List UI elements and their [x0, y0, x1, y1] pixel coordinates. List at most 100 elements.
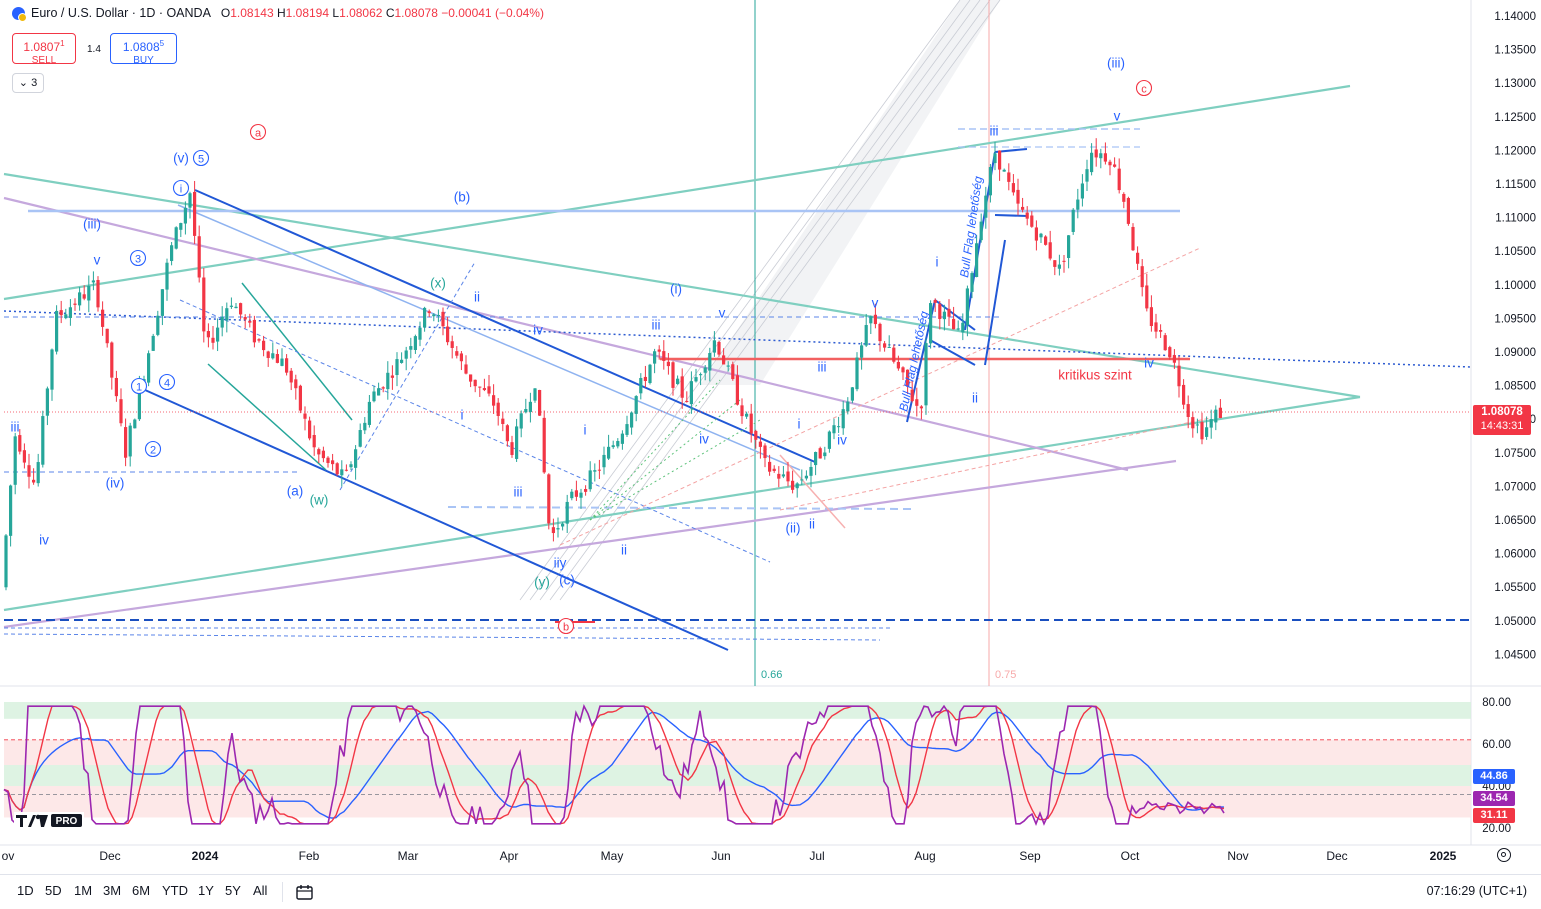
candle-body: [13, 436, 17, 485]
wave-label-circle: [130, 377, 148, 395]
indicators-collapse-button[interactable]: ⌄ 3: [12, 73, 44, 93]
candle-body: [87, 285, 91, 301]
wave-label: (iii): [83, 217, 101, 232]
candle-body: [377, 388, 381, 396]
candle-body: [1145, 285, 1149, 309]
range-ytd-button[interactable]: YTD: [162, 883, 188, 898]
candle-body: [36, 462, 40, 484]
candle-body: [211, 337, 215, 343]
candle-body: [418, 327, 422, 340]
candle-body: [381, 387, 385, 389]
fib-time-label-075: 0.75: [995, 669, 1016, 681]
buy-price: 1.0808: [122, 40, 160, 54]
candle-body: [1131, 226, 1135, 251]
candle-body: [556, 528, 560, 530]
candle-body: [349, 464, 353, 468]
time-tick-label: ov: [2, 849, 15, 863]
candle-body: [188, 193, 192, 208]
candle-body: [1168, 347, 1172, 358]
range-1y-button[interactable]: 1Y: [198, 883, 214, 898]
candle-body: [455, 351, 459, 356]
candle-body: [404, 350, 408, 359]
sell-button[interactable]: 1.08071 SELL: [12, 33, 76, 66]
candle-body: [722, 355, 726, 365]
wave-label: 3: [135, 254, 141, 266]
oversold-band: [4, 786, 1471, 818]
time-tick-label: May: [601, 849, 624, 863]
candle-body: [671, 362, 675, 388]
candle-body: [225, 308, 229, 321]
wave-label: 1: [136, 382, 142, 394]
candle-body: [961, 322, 965, 333]
candle-body: [1002, 169, 1006, 172]
wave-label-circle: [1135, 79, 1153, 97]
candle-body: [883, 343, 887, 348]
candle-body: [1191, 417, 1195, 429]
calendar-goto-icon[interactable]: [296, 884, 314, 900]
time-tick-label: Oct: [1121, 849, 1140, 863]
candle-body: [423, 307, 427, 328]
wave-label: i: [798, 417, 801, 432]
candle-body: [772, 468, 776, 471]
blue-channel-lower: [144, 389, 729, 651]
range-1d-button[interactable]: 1D: [17, 883, 34, 898]
range-3m-button[interactable]: 3M: [103, 883, 122, 898]
wave-label: v: [94, 253, 101, 268]
range-5d-button[interactable]: 5D: [45, 883, 62, 898]
candle-body: [1044, 236, 1048, 245]
candle-body: [827, 431, 831, 449]
candle-body: [561, 523, 565, 527]
spread-value: 1.4: [87, 44, 101, 55]
candle-body: [570, 491, 574, 499]
candle-body: [837, 426, 841, 428]
candle-body: [735, 375, 739, 405]
candle-body: [685, 400, 689, 402]
candle-body: [800, 479, 804, 481]
candle-body: [574, 490, 578, 497]
bull-flag-2a: [984, 239, 1006, 366]
wave-label-circle: [158, 373, 176, 391]
candle-body: [1057, 264, 1061, 269]
candle-body: [326, 457, 330, 463]
candle-body: [1071, 209, 1075, 232]
candle-body: [1062, 260, 1066, 262]
candle-body: [248, 321, 252, 323]
rsi-line: [3, 704, 1225, 826]
candle-body: [1099, 153, 1103, 159]
gear-icon[interactable]: [1497, 848, 1511, 862]
candle-body: [680, 376, 684, 398]
candle-body: [1218, 407, 1222, 418]
candle-body: [519, 413, 523, 429]
symbol-title[interactable]: Euro / U.S. Dollar · 1D · OANDA: [31, 6, 211, 20]
change-value: −0.00041 (−0.04%): [441, 6, 544, 20]
candle-body: [551, 527, 555, 534]
candle-body: [804, 475, 808, 479]
candle-body: [137, 386, 141, 420]
candle-body: [625, 424, 629, 435]
buy-button[interactable]: 1.08085 BUY: [110, 33, 177, 66]
candle-body: [234, 306, 238, 309]
tradingview-logo[interactable]: PRO: [14, 812, 84, 829]
range-6m-button[interactable]: 6M: [132, 883, 151, 898]
wave-label-circle: [249, 123, 267, 141]
dashed-level-5: [3, 633, 881, 641]
fib-channel-line: [519, 0, 961, 601]
wave-label: b: [563, 622, 569, 634]
time-tick-label: Apr: [500, 849, 519, 863]
clock-timezone[interactable]: 07:16:29 (UTC+1): [1426, 884, 1527, 898]
price-chart[interactable]: 1.14000 1.13500 1.13000 1.12500 1.12000 1.115…: [0, 0, 1541, 874]
range-1m-button[interactable]: 1M: [74, 883, 93, 898]
candle-body: [496, 402, 500, 416]
purple-descending-line: [3, 196, 1129, 472]
wave-label-circle: [192, 149, 210, 167]
candle-body: [128, 425, 132, 457]
range-all-button[interactable]: All: [253, 883, 268, 898]
candle-body: [602, 454, 606, 468]
price-tick-label: 1.10000: [1494, 280, 1536, 292]
candle-body: [970, 273, 974, 292]
candle-body: [469, 374, 473, 382]
wave-label: 2: [150, 445, 156, 457]
range-5y-button[interactable]: 5Y: [225, 883, 241, 898]
wave-label: (x): [430, 276, 446, 291]
wave-label: (iii): [1107, 56, 1125, 71]
